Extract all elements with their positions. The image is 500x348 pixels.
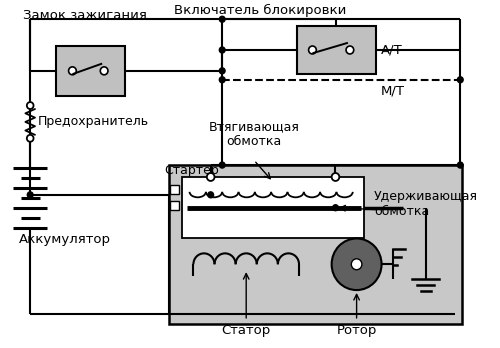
Circle shape (220, 16, 225, 22)
Bar (297, 26, 376, 74)
Circle shape (220, 68, 225, 74)
Text: Аккумулятор: Аккумулятор (18, 233, 110, 246)
Circle shape (332, 238, 382, 290)
Bar (170, 185, 179, 194)
Circle shape (220, 47, 225, 53)
Circle shape (458, 77, 463, 83)
Circle shape (458, 162, 463, 168)
Circle shape (352, 259, 362, 270)
Circle shape (308, 46, 316, 54)
Bar (182, 177, 364, 238)
Text: Ротор: Ротор (336, 324, 377, 337)
Bar (170, 201, 179, 210)
Circle shape (28, 192, 33, 198)
Text: Втягивающая
обмотка: Втягивающая обмотка (208, 120, 300, 148)
Circle shape (207, 173, 214, 181)
Circle shape (68, 67, 76, 75)
Bar (170, 165, 462, 324)
Text: А/Т: А/Т (380, 44, 402, 56)
Circle shape (208, 192, 214, 198)
Circle shape (27, 102, 34, 109)
Circle shape (332, 205, 338, 211)
Text: Удерживающая
обмотка: Удерживающая обмотка (374, 190, 478, 218)
Text: Стартер: Стартер (164, 164, 220, 177)
Text: М/Т: М/Т (380, 85, 404, 98)
Circle shape (100, 67, 108, 75)
Circle shape (220, 77, 225, 83)
Text: Статор: Статор (222, 324, 271, 337)
Circle shape (346, 46, 354, 54)
Circle shape (332, 173, 340, 181)
Bar (56, 46, 125, 96)
Text: Предохранитель: Предохранитель (38, 115, 149, 128)
Circle shape (220, 162, 225, 168)
Circle shape (27, 135, 34, 142)
Text: Замок зажигания: Замок зажигания (22, 9, 146, 22)
Text: Включатель блокировки: Включатель блокировки (174, 5, 347, 17)
